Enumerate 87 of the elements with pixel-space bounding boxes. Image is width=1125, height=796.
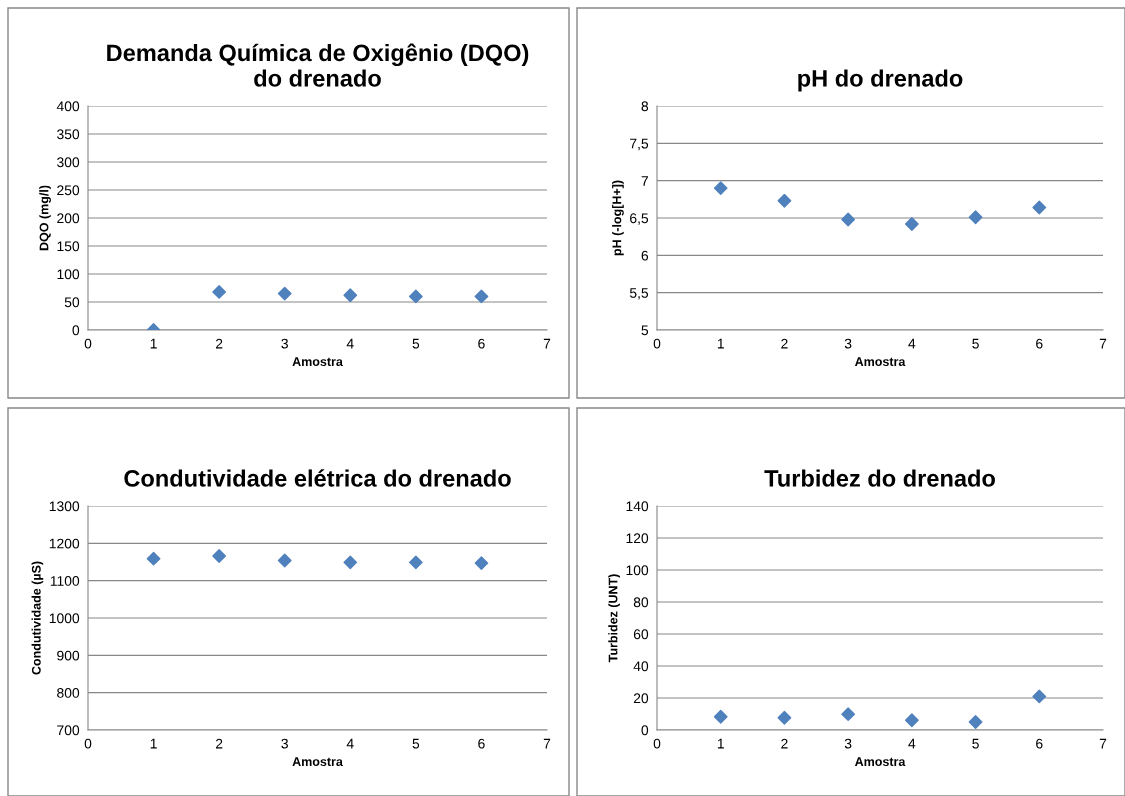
point bbox=[777, 193, 792, 208]
x-tick-label: 2 bbox=[781, 738, 788, 749]
y-tick-label: 200 bbox=[57, 213, 80, 224]
x-tick-label: 5 bbox=[412, 338, 420, 349]
x-tick-label: 0 bbox=[653, 738, 661, 749]
y-tick-label: 60 bbox=[633, 629, 649, 640]
x-tick-label: 1 bbox=[150, 338, 157, 349]
x-tick-label: 4 bbox=[346, 738, 354, 749]
x-axis-title: Amostra bbox=[292, 757, 343, 767]
y-tick-label: 1300 bbox=[49, 501, 80, 512]
y-tick-label: 0 bbox=[641, 725, 649, 736]
x-tick-label: 6 bbox=[478, 738, 485, 749]
x-tick-label: 0 bbox=[653, 338, 661, 349]
y-tick-label: 100 bbox=[57, 269, 80, 280]
x-tick-label: 5 bbox=[972, 738, 979, 749]
y-tick-label: 800 bbox=[57, 688, 80, 698]
x-tick-label: 3 bbox=[844, 738, 852, 749]
y-tick-label: 6,5 bbox=[630, 213, 649, 225]
x-tick-label: 5 bbox=[412, 738, 420, 749]
point bbox=[841, 707, 856, 722]
y-tick-label: 6 bbox=[641, 250, 649, 261]
x-tick-label: 4 bbox=[908, 338, 916, 349]
x-tick-label: 5 bbox=[972, 338, 979, 349]
point bbox=[1032, 689, 1047, 704]
x-tick-label: 3 bbox=[281, 338, 288, 349]
y-tick-label: 80 bbox=[633, 597, 649, 608]
point bbox=[713, 709, 728, 724]
x-tick-label: 2 bbox=[215, 738, 223, 749]
y-tick-label: 700 bbox=[57, 725, 80, 736]
y-tick-label: 20 bbox=[633, 693, 649, 704]
chart-title: Turbidez do drenado bbox=[764, 469, 995, 487]
x-tick-label: 2 bbox=[215, 338, 223, 349]
point bbox=[1032, 200, 1047, 215]
point bbox=[904, 217, 919, 231]
y-axis-title: DQO (mg/l) bbox=[39, 185, 51, 251]
chart-title: Demanda Química de Oxigênio (DQO) do drenado bbox=[107, 43, 529, 87]
y-tick-label: 150 bbox=[57, 241, 80, 252]
point bbox=[841, 212, 856, 227]
y-tick-label: 400 bbox=[56, 101, 80, 112]
y-tick-label: 350 bbox=[57, 129, 80, 140]
y-tick-label: 120 bbox=[626, 533, 649, 544]
x-tick-label: 6 bbox=[478, 338, 485, 349]
x-tick-label: 7 bbox=[543, 738, 551, 749]
point bbox=[777, 710, 792, 725]
y-tick-label: 1200 bbox=[49, 538, 80, 549]
y-tick-label: 0 bbox=[72, 325, 80, 336]
chart-title: pH do drenado bbox=[798, 69, 963, 92]
y-tick-label: 7,5 bbox=[630, 138, 649, 151]
y-tick-label: 1100 bbox=[50, 576, 80, 586]
x-tick-label: 7 bbox=[1099, 738, 1107, 749]
x-tick-label: 3 bbox=[844, 338, 852, 349]
x-tick-label: 6 bbox=[1036, 738, 1043, 749]
chart-title: Condutividade elétrica do drenado bbox=[124, 469, 511, 487]
y-tick-label: 900 bbox=[57, 650, 80, 661]
point bbox=[713, 181, 728, 196]
x-tick-label: 6 bbox=[1036, 338, 1043, 349]
y-tick-label: 300 bbox=[57, 157, 80, 168]
x-tick-label: 1 bbox=[150, 738, 157, 749]
x-axis-title: Amostra bbox=[854, 757, 906, 767]
x-tick-label: 3 bbox=[281, 738, 288, 749]
x-tick-label: 7 bbox=[1099, 338, 1107, 349]
x-tick-label: 1 bbox=[717, 738, 724, 749]
x-axis-title: Amostra bbox=[292, 357, 343, 367]
y-tick-label: 50 bbox=[64, 297, 80, 308]
y-axis-title: Condutividade (µS) bbox=[31, 561, 44, 675]
y-tick-label: 8 bbox=[641, 101, 649, 112]
y-tick-label: 140 bbox=[626, 501, 649, 512]
x-axis-title: Amostra bbox=[854, 357, 906, 367]
x-tick-label: 2 bbox=[781, 338, 788, 349]
y-axis-title: pH (-log[H+]) bbox=[612, 180, 624, 256]
point bbox=[968, 715, 983, 729]
x-tick-label: 1 bbox=[717, 338, 724, 349]
x-tick-label: 4 bbox=[908, 738, 916, 749]
y-tick-label: 7 bbox=[641, 176, 648, 186]
y-tick-label: 5 bbox=[641, 325, 649, 336]
y-tick-label: 1000 bbox=[49, 613, 80, 624]
y-tick-label: 5,5 bbox=[629, 288, 649, 300]
x-tick-label: 7 bbox=[543, 338, 551, 349]
point bbox=[904, 713, 919, 728]
point bbox=[968, 210, 983, 225]
x-tick-label: 4 bbox=[346, 338, 354, 349]
x-tick-label: 0 bbox=[84, 738, 92, 749]
y-tick-label: 250 bbox=[57, 185, 80, 196]
y-tick-label: 40 bbox=[633, 661, 649, 672]
y-axis-title: Turbidez (UNT) bbox=[608, 574, 620, 663]
y-tick-label: 100 bbox=[626, 565, 649, 576]
x-tick-label: 0 bbox=[84, 338, 92, 349]
